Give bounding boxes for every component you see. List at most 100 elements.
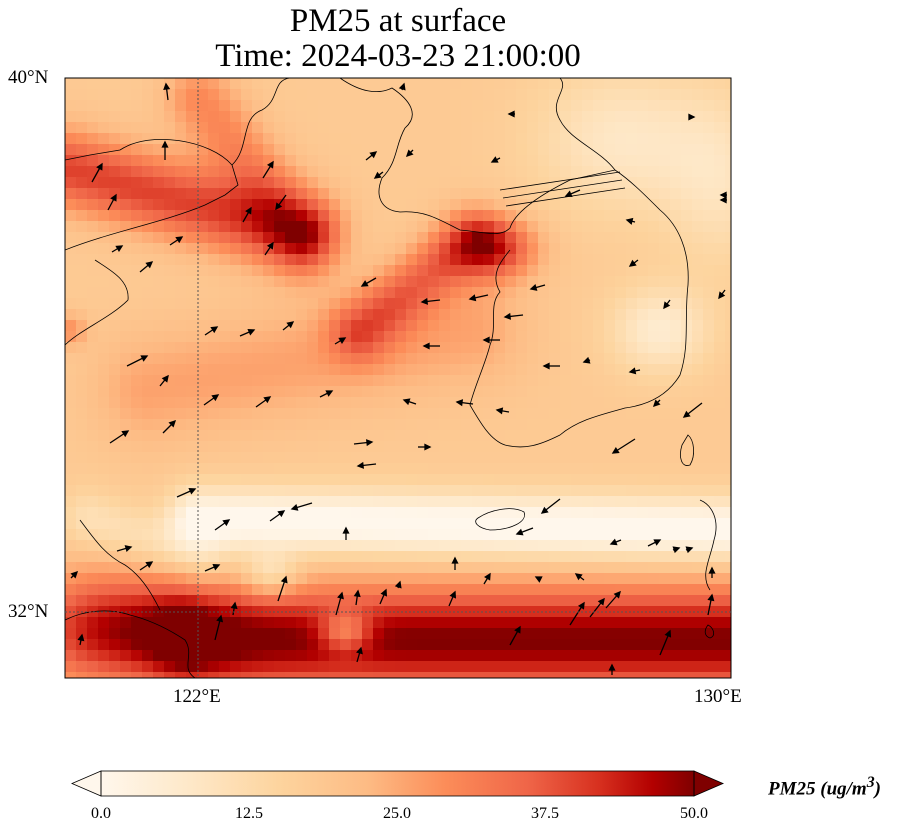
- pm25-cell: [230, 133, 242, 145]
- pm25-cell: [98, 78, 110, 90]
- pm25-cell: [725, 386, 731, 398]
- pm25-cell: [626, 133, 638, 145]
- pm25-cell: [296, 254, 308, 266]
- pm25-cell: [472, 639, 484, 651]
- pm25-cell: [109, 397, 121, 409]
- pm25-cell: [714, 221, 726, 233]
- pm25-cell: [538, 639, 550, 651]
- pm25-cell: [362, 78, 374, 90]
- pm25-cell: [186, 287, 198, 299]
- pm25-cell: [604, 133, 616, 145]
- pm25-cell: [263, 408, 275, 420]
- pm25-cell: [164, 309, 176, 321]
- pm25-cell: [461, 199, 473, 211]
- pm25-cell: [384, 144, 396, 156]
- pm25-cell: [505, 650, 517, 662]
- pm25-cell: [307, 529, 319, 541]
- pm25-cell: [593, 507, 605, 519]
- pm25-cell: [384, 573, 396, 585]
- colorbar-extend-low: [70, 770, 102, 797]
- pm25-cell: [230, 606, 242, 618]
- pm25-cell: [142, 111, 154, 123]
- pm25-cell: [417, 661, 429, 673]
- pm25-cell: [307, 342, 319, 354]
- pm25-cell: [274, 287, 286, 299]
- pm25-cell: [593, 441, 605, 453]
- pm25-cell: [395, 661, 407, 673]
- pm25-cell: [527, 353, 539, 365]
- pm25-cell: [593, 188, 605, 200]
- pm25-cell: [406, 199, 418, 211]
- pm25-cell: [208, 111, 220, 123]
- pm25-cell: [670, 122, 682, 134]
- wind-arrow-head: [540, 506, 549, 514]
- pm25-cell: [472, 419, 484, 431]
- pm25-cell: [109, 133, 121, 145]
- pm25-cell: [76, 540, 88, 552]
- pm25-cell: [285, 639, 297, 651]
- pm25-cell: [65, 529, 77, 541]
- pm25-cell: [648, 210, 660, 222]
- pm25-cell: [98, 584, 110, 596]
- pm25-cell: [252, 166, 264, 178]
- pm25-cell: [351, 199, 363, 211]
- pm25-cell: [307, 562, 319, 574]
- pm25-cell: [494, 210, 506, 222]
- pm25-cell: [296, 397, 308, 409]
- pm25-cell: [175, 155, 187, 167]
- pm25-cell: [109, 210, 121, 222]
- pm25-cell: [494, 452, 506, 464]
- pm25-cell: [65, 155, 77, 167]
- pm25-cell: [87, 364, 99, 376]
- pm25-cell: [670, 430, 682, 442]
- pm25-cell: [670, 155, 682, 167]
- pm25-cell: [538, 155, 550, 167]
- pm25-cell: [109, 595, 121, 607]
- pm25-cell: [285, 496, 297, 508]
- pm25-cell: [593, 584, 605, 596]
- pm25-cell: [582, 463, 594, 475]
- pm25-cell: [65, 397, 77, 409]
- pm25-cell: [65, 507, 77, 519]
- wind-arrow-head: [484, 572, 491, 581]
- pm25-cell: [373, 507, 385, 519]
- pm25-cell: [175, 639, 187, 651]
- pm25-cell: [197, 177, 209, 189]
- pm25-cell: [153, 595, 165, 607]
- pm25-cell: [318, 496, 330, 508]
- pm25-cell: [285, 672, 297, 678]
- pm25-cell: [252, 232, 264, 244]
- pm25-cell: [142, 573, 154, 585]
- pm25-cell: [626, 89, 638, 101]
- pm25-cell: [98, 386, 110, 398]
- pm25-cell: [197, 540, 209, 552]
- pm25-cell: [329, 166, 341, 178]
- pm25-cell: [461, 243, 473, 255]
- colorbar-gradient: [101, 771, 694, 796]
- pm25-cell: [692, 188, 704, 200]
- pm25-cell: [538, 254, 550, 266]
- pm25-cell: [175, 364, 187, 376]
- pm25-cell: [428, 353, 440, 365]
- pm25-cell: [593, 199, 605, 211]
- pm25-cell: [384, 661, 396, 673]
- wind-arrow-head: [210, 326, 219, 334]
- pm25-cell: [230, 529, 242, 541]
- pm25-cell: [615, 650, 627, 662]
- pm25-cell: [120, 298, 132, 310]
- wind-arrow-head: [222, 519, 231, 527]
- pm25-cell: [538, 650, 550, 662]
- pm25-cell: [230, 386, 242, 398]
- pm25-cell: [164, 375, 176, 387]
- pm25-cell: [582, 155, 594, 167]
- pm25-cell: [571, 254, 583, 266]
- pm25-cell: [87, 529, 99, 541]
- pm25-cell: [527, 331, 539, 343]
- pm25-cell: [142, 287, 154, 299]
- pm25-cell: [252, 144, 264, 156]
- pm25-cell: [186, 375, 198, 387]
- pm25-cell: [98, 639, 110, 651]
- pm25-cell: [208, 144, 220, 156]
- pm25-cell: [417, 144, 429, 156]
- pm25-cell: [208, 155, 220, 167]
